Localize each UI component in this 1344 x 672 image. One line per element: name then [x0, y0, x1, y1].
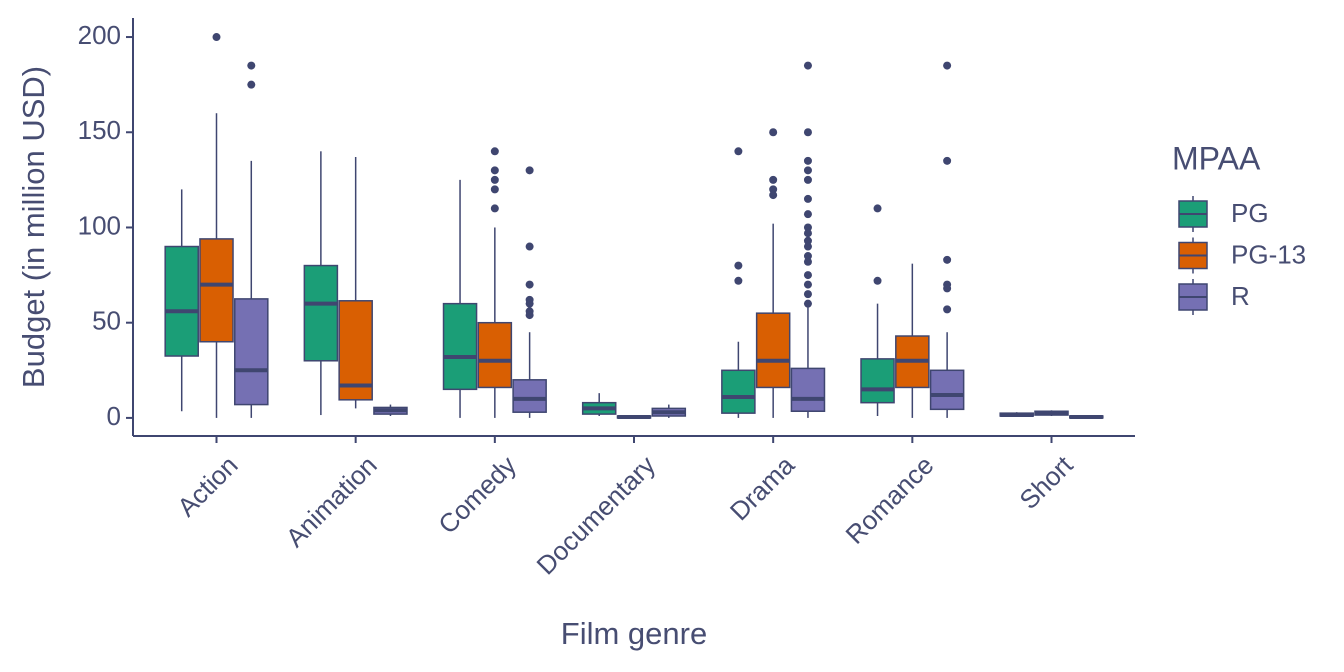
outlier	[803, 257, 812, 266]
box	[755, 312, 791, 389]
outlier	[803, 128, 812, 137]
legend-title: MPAA	[1172, 140, 1261, 176]
outlier	[943, 255, 952, 264]
outlier	[803, 236, 812, 245]
outlier	[212, 33, 221, 42]
outlier	[943, 284, 952, 293]
box	[303, 264, 339, 362]
outlier	[769, 128, 778, 137]
legend-label: PG	[1231, 198, 1269, 228]
outlier	[873, 204, 882, 213]
outlier	[803, 280, 812, 289]
box	[512, 379, 547, 413]
outlier	[490, 185, 499, 194]
y-tick-label: 100	[78, 210, 121, 240]
y-tick-label: 50	[92, 306, 121, 336]
outlier	[803, 271, 812, 280]
outlier	[769, 175, 778, 184]
outlier	[803, 252, 812, 261]
outlier	[803, 156, 812, 165]
outlier	[803, 242, 812, 251]
x-tick-label: Documentary	[531, 450, 662, 581]
box	[338, 300, 373, 401]
outlier	[525, 299, 534, 308]
box	[199, 238, 234, 343]
box	[164, 245, 199, 357]
outlier	[490, 166, 499, 175]
outlier	[490, 175, 499, 184]
outlier	[490, 204, 499, 213]
outlier	[247, 80, 256, 89]
outlier	[490, 147, 499, 156]
outlier	[803, 229, 812, 238]
x-tick-label: Short	[1013, 449, 1079, 515]
outlier	[803, 210, 812, 219]
x-tick-label: Comedy	[432, 450, 522, 540]
outlier	[803, 290, 812, 299]
box	[442, 302, 478, 391]
outlier	[803, 166, 812, 175]
y-tick-label: 150	[78, 115, 121, 145]
box	[860, 358, 895, 404]
x-tick-label: Action	[171, 450, 243, 522]
legend-label: R	[1231, 281, 1250, 311]
outlier	[803, 194, 812, 203]
outlier	[803, 175, 812, 184]
outlier	[803, 299, 812, 308]
outlier	[873, 276, 882, 285]
box	[790, 367, 826, 412]
box	[929, 369, 965, 411]
outlier	[943, 156, 952, 165]
outlier	[769, 185, 778, 194]
box	[477, 321, 513, 389]
y-axis-label: Budget (in million USD)	[16, 66, 51, 388]
y-tick-label: 200	[78, 20, 121, 50]
legend-label: PG-13	[1231, 239, 1306, 269]
outlier	[525, 166, 534, 175]
outlier	[734, 147, 743, 156]
x-tick-label: Drama	[724, 450, 801, 527]
outlier	[734, 261, 743, 270]
outlier	[803, 61, 812, 70]
x-tick-label: Animation	[280, 450, 383, 553]
outlier	[525, 280, 534, 289]
x-tick-label: Romance	[840, 450, 940, 550]
box	[721, 369, 756, 414]
outlier	[525, 242, 534, 251]
outlier	[803, 223, 812, 232]
box	[234, 298, 269, 406]
outlier	[247, 61, 256, 70]
outlier	[734, 276, 743, 285]
x-axis-label: Film genre	[561, 616, 707, 651]
y-tick-label: 0	[107, 401, 121, 431]
outlier	[525, 311, 534, 320]
outlier	[943, 305, 952, 314]
outlier	[769, 191, 778, 200]
outlier	[943, 61, 952, 70]
